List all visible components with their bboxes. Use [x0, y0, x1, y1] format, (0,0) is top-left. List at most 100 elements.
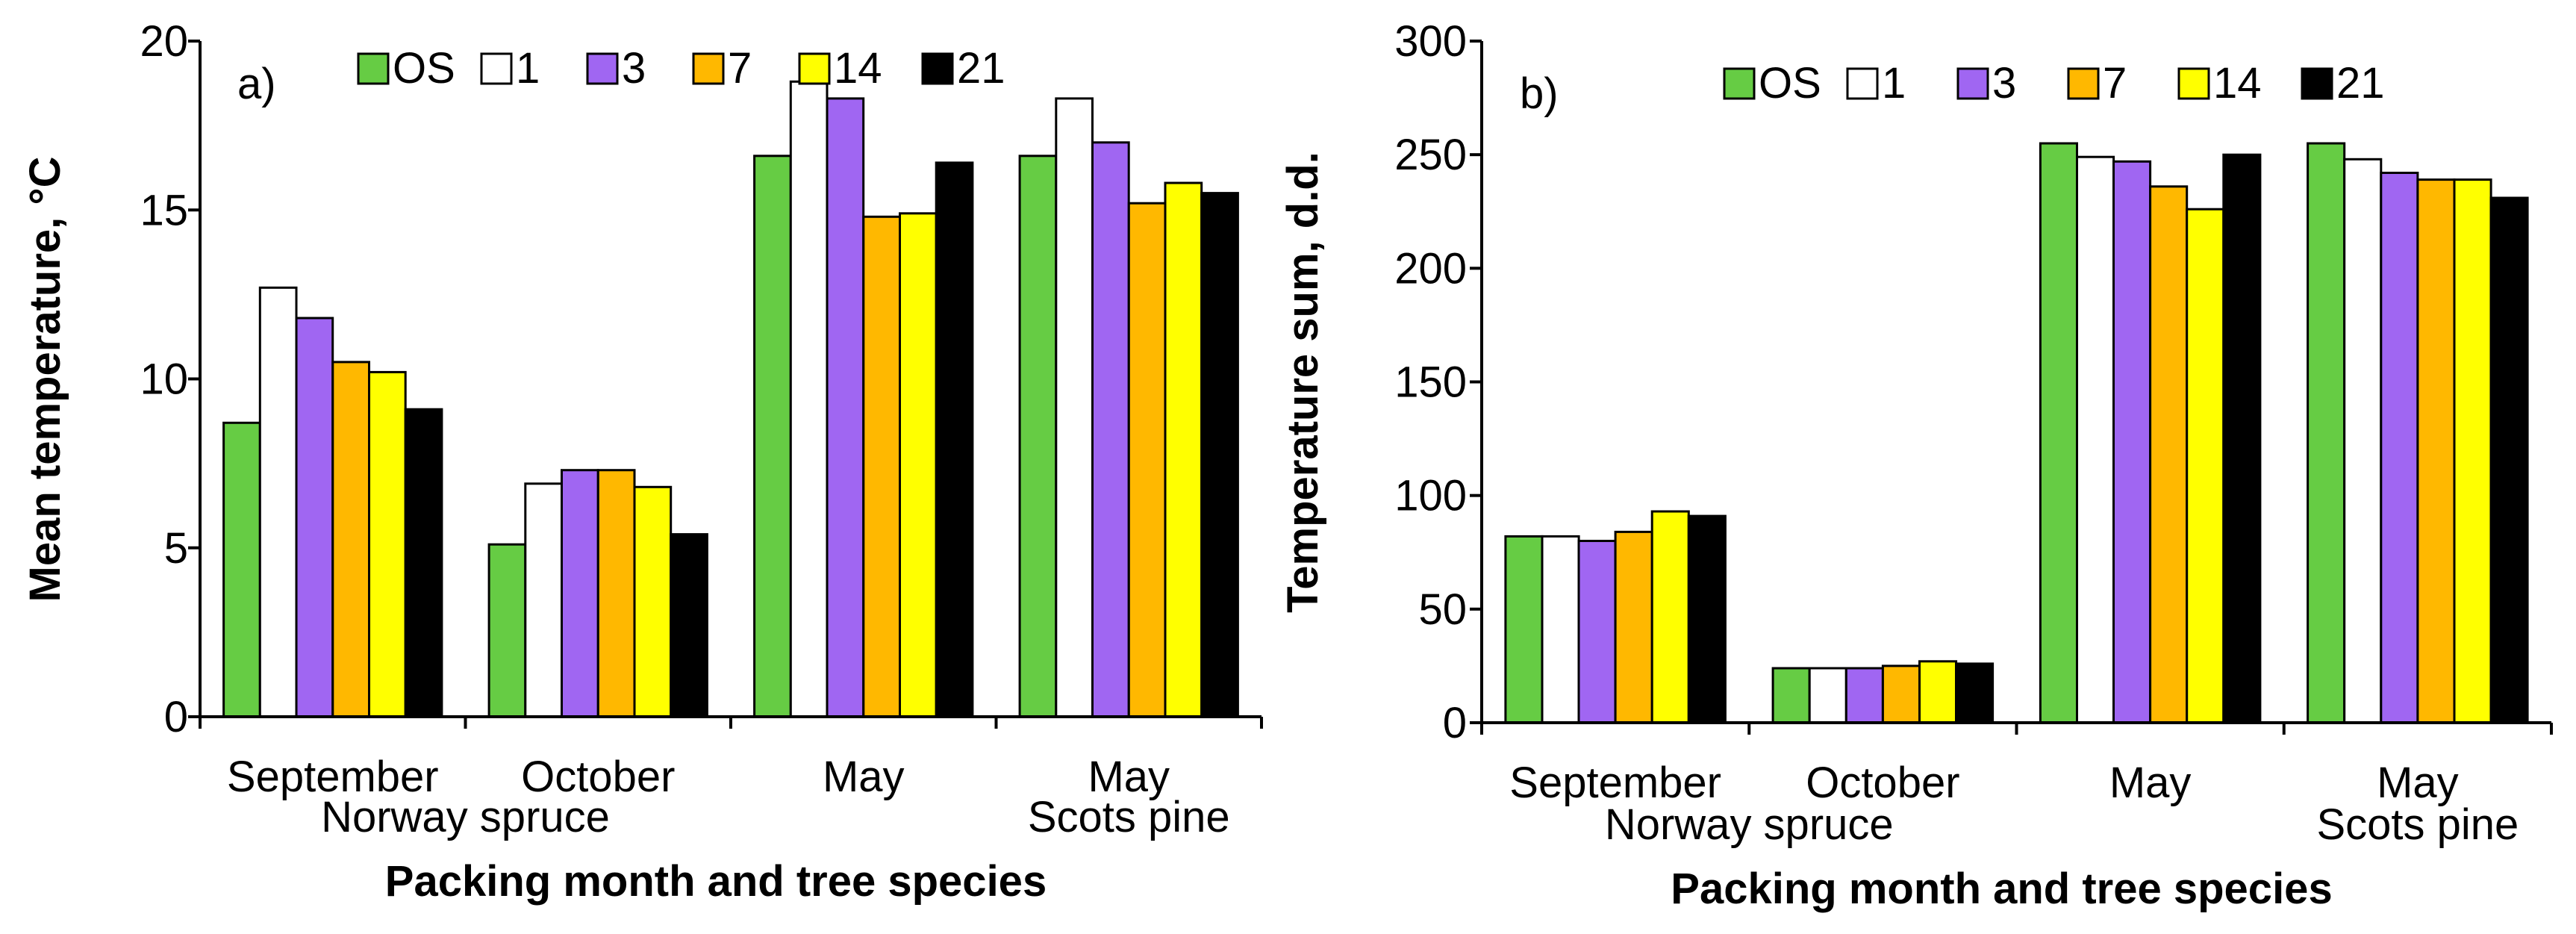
bar-14-1	[633, 485, 673, 718]
legend-label: 21	[957, 44, 1005, 93]
legend-swatch-7	[692, 52, 725, 85]
bar-14-2	[899, 212, 938, 718]
legend-label: 7	[2103, 59, 2127, 108]
bar-1-3	[2343, 158, 2383, 724]
legend-swatch-OS	[1723, 67, 1756, 100]
bar-14-3	[2453, 178, 2492, 724]
bar-21-0	[404, 408, 443, 718]
bar-3-0	[295, 317, 334, 718]
bar-21-1	[670, 533, 708, 718]
bar-7-2	[2149, 185, 2189, 724]
legend-swatch-OS	[357, 52, 390, 85]
bar-14-2	[2186, 208, 2225, 724]
bar-21-2	[935, 161, 974, 718]
x-group-label: Norway spruce	[321, 793, 610, 841]
y-tick-label: 200	[1394, 244, 1467, 293]
bar-3-1	[1844, 667, 1884, 724]
y-tick-label: 50	[1418, 585, 1467, 634]
bar-21-3	[1200, 192, 1239, 718]
bar-3-2	[826, 97, 865, 718]
legend-label: 3	[622, 44, 646, 93]
bar-3-3	[1091, 141, 1130, 718]
bar-7-2	[862, 215, 902, 718]
bar-7-3	[1127, 202, 1167, 718]
y-axis-title: Mean temperature, °C	[21, 157, 69, 603]
legend-label: 21	[2336, 59, 2385, 108]
x-category-label: September	[1509, 759, 1721, 807]
bar-1-2	[789, 80, 829, 718]
legend-swatch-3	[1956, 67, 1989, 100]
bar-1-3	[1055, 97, 1094, 718]
bar-OS-1	[1771, 667, 1811, 724]
legend-label: OS	[393, 44, 455, 93]
bar-1-1	[1808, 667, 1847, 724]
bar-1-0	[1541, 535, 1580, 724]
bar-21-3	[2489, 196, 2529, 724]
x-category-label: October	[521, 753, 675, 801]
legend-label: 3	[1992, 59, 2016, 108]
x-axis-title: Packing month and tree species	[385, 857, 1047, 906]
bar-3-3	[2380, 172, 2419, 724]
bar-1-1	[524, 482, 563, 718]
bar-OS-1	[487, 543, 527, 718]
bar-7-3	[2416, 178, 2456, 724]
legend-label: 7	[728, 44, 752, 93]
legend-label: 1	[1882, 59, 1906, 108]
y-tick-label: 5	[164, 524, 188, 573]
y-axis-title: Temperature sum, d.d.	[1279, 152, 1327, 613]
bar-21-0	[1687, 514, 1727, 724]
bar-7-1	[1881, 664, 1921, 724]
bar-14-3	[1164, 181, 1203, 718]
panel-label: a)	[237, 60, 276, 108]
y-tick-label: 300	[1394, 17, 1467, 66]
bar-OS-0	[222, 421, 261, 718]
legend-label: 14	[2213, 59, 2262, 108]
bar-OS-2	[753, 155, 792, 718]
legend-label: 14	[834, 44, 882, 93]
legend-swatch-14	[2177, 67, 2210, 100]
x-category-label: September	[227, 753, 439, 801]
bar-3-0	[1577, 540, 1617, 724]
x-category-label: October	[1806, 759, 1959, 807]
bar-7-0	[331, 361, 370, 718]
chart-panel-a: 0 5 10 15 20 September October May May Norway spr…	[21, 17, 1263, 906]
x-group-label: Scots pine	[1028, 793, 1230, 841]
legend-swatch-3	[586, 52, 619, 85]
x-axis-title: Packing month and tree species	[1671, 865, 2332, 913]
legend-label: 1	[516, 44, 540, 93]
bar-3-2	[2112, 160, 2152, 724]
legend-swatch-21	[2301, 67, 2333, 100]
bar-7-1	[596, 469, 636, 718]
bar-14-0	[1650, 510, 1690, 724]
y-tick-label: 100	[1394, 472, 1467, 520]
legend-swatch-7	[2067, 67, 2100, 100]
legend-swatch-14	[798, 52, 831, 85]
bar-1-0	[258, 286, 298, 718]
bar-21-2	[2222, 153, 2262, 724]
y-tick-label: 250	[1394, 131, 1467, 179]
y-tick-label: 0	[164, 693, 188, 741]
bar-OS-0	[1504, 535, 1544, 724]
y-tick-label: 15	[140, 186, 188, 234]
legend-swatch-1	[1846, 67, 1879, 100]
bar-14-0	[368, 370, 407, 718]
legend-swatch-1	[480, 52, 513, 85]
x-category-label: May	[2377, 759, 2459, 807]
y-tick-label: 20	[140, 17, 188, 66]
bar-OS-2	[2039, 142, 2078, 724]
x-group-label: Scots pine	[2316, 800, 2519, 849]
x-category-label: May	[1088, 753, 1170, 801]
legend-swatch-21	[921, 52, 954, 85]
bar-21-1	[1955, 662, 1995, 724]
legend-label: OS	[1759, 59, 1821, 108]
x-group-label: Norway spruce	[1605, 800, 1894, 849]
bar-14-1	[1918, 660, 1958, 724]
x-category-label: May	[823, 753, 905, 801]
y-tick-label: 0	[1443, 699, 1467, 747]
chart-panel-b: 0 50 100 150 200 250 300 September October May May…	[1279, 17, 2553, 913]
x-category-label: May	[2109, 759, 2192, 807]
bar-OS-3	[1018, 155, 1058, 718]
bar-OS-3	[2307, 142, 2346, 724]
bar-1-2	[2076, 155, 2115, 724]
